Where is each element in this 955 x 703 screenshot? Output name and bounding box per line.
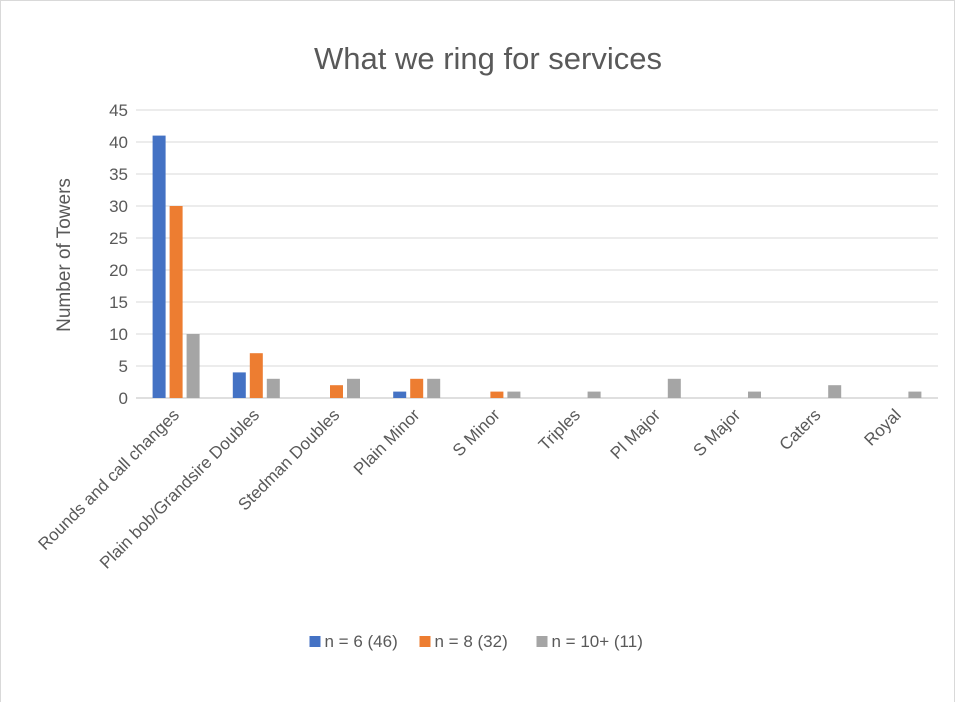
legend-swatch — [309, 636, 321, 647]
bar — [507, 391, 521, 398]
bar — [748, 391, 761, 398]
y-tick-label: 0 — [119, 389, 128, 408]
x-category-label: Caters — [776, 405, 825, 454]
bars — [152, 135, 922, 398]
bar — [828, 385, 842, 398]
bar — [152, 135, 166, 398]
y-axis-ticks: 0 5 10 15 20 25 30 35 40 45 — [109, 101, 128, 408]
y-axis-label: Number of Towers — [54, 178, 75, 332]
bar — [249, 353, 263, 398]
x-category-label: Rounds and call changes — [34, 405, 182, 553]
chart-title: What we ring for services — [314, 41, 662, 76]
bar — [393, 391, 407, 398]
y-tick-label: 5 — [119, 357, 128, 376]
x-category-label: Triples — [535, 405, 584, 454]
y-tick-label: 45 — [109, 101, 128, 120]
y-tick-label: 40 — [109, 133, 128, 152]
bar — [427, 378, 441, 398]
bar — [186, 334, 200, 398]
legend-swatch — [536, 636, 548, 647]
bar — [587, 391, 601, 398]
x-category-label: Pl Major — [607, 405, 665, 463]
bar — [330, 385, 343, 398]
x-category-label: Plain bob/Grandsire Doubles — [96, 405, 263, 572]
x-category-label: Royal — [861, 405, 905, 449]
y-tick-label: 15 — [109, 293, 128, 312]
y-tick-label: 10 — [109, 325, 128, 344]
gridlines — [136, 109, 938, 399]
y-tick-label: 30 — [109, 197, 128, 216]
x-category-label: S Major — [689, 405, 744, 460]
bar — [169, 206, 183, 398]
legend-label: n = 10+ (11) — [552, 632, 643, 651]
bar — [908, 391, 922, 398]
legend-label: n = 8 (32) — [435, 632, 508, 651]
legend-swatch — [419, 636, 431, 647]
bar — [347, 378, 360, 398]
x-category-label: S Minor — [449, 405, 504, 460]
bar — [490, 391, 504, 398]
bar — [410, 378, 424, 398]
y-tick-label: 20 — [109, 261, 128, 280]
y-tick-label: 35 — [109, 165, 128, 184]
bar — [232, 372, 246, 398]
legend: n = 6 (46) n = 8 (32) n = 10+ (11) — [309, 632, 643, 651]
legend-label: n = 6 (46) — [325, 632, 398, 651]
x-category-label: Plain Minor — [350, 405, 424, 479]
bar — [667, 378, 681, 398]
y-tick-label: 25 — [109, 229, 128, 248]
bar — [266, 378, 280, 398]
